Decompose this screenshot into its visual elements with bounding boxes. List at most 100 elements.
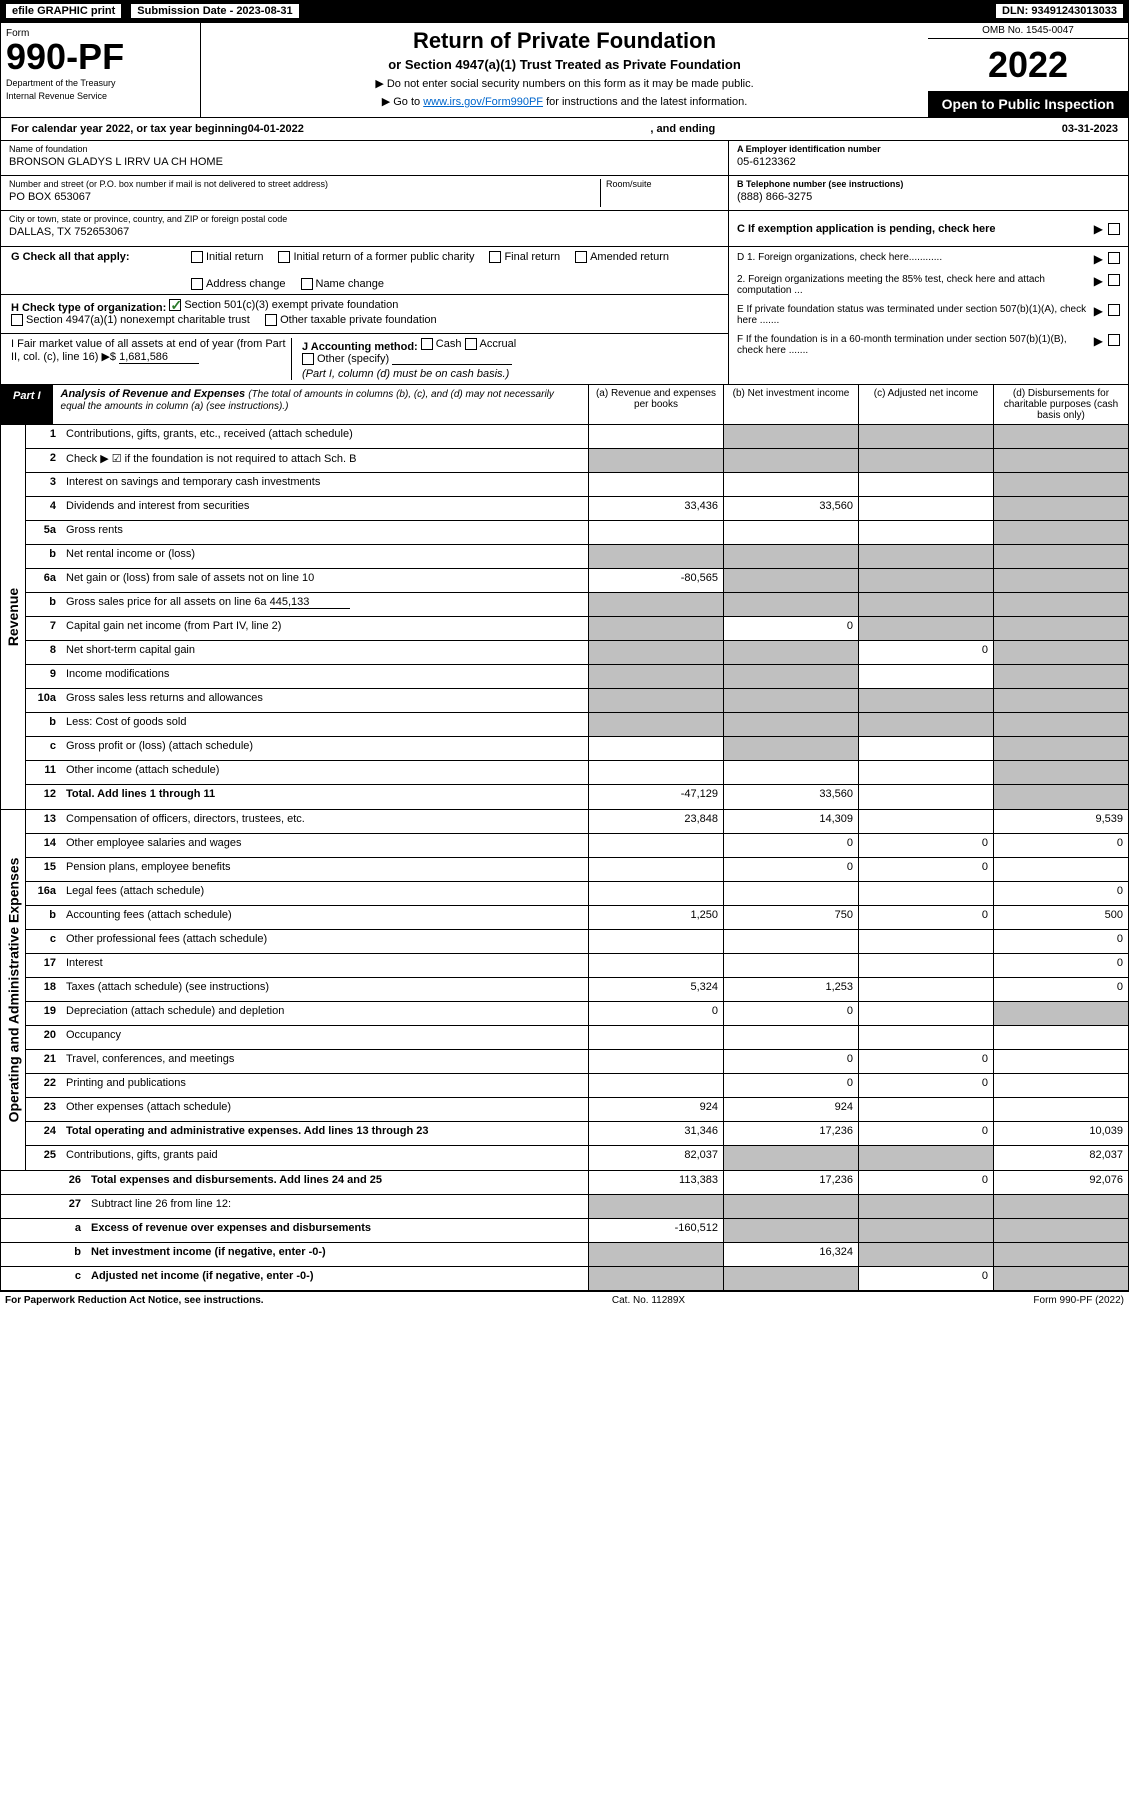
table-row: 14Other employee salaries and wages000 (26, 834, 1128, 858)
row-number: 24 (26, 1122, 61, 1145)
room-label: Room/suite (606, 179, 720, 189)
checkbox-c[interactable] (1108, 223, 1120, 235)
data-cell (993, 1074, 1128, 1097)
table-row: 7Capital gain net income (from Part IV, … (26, 617, 1128, 641)
dept-treasury: Department of the Treasury (6, 78, 195, 88)
row-number: c (26, 737, 61, 760)
data-cell (858, 1219, 993, 1242)
checkbox-accrual[interactable] (465, 338, 477, 350)
table-row: 20Occupancy (26, 1026, 1128, 1050)
arrow-icon: ▶ (1094, 222, 1103, 236)
row-description: Total operating and administrative expen… (61, 1122, 588, 1145)
row-description: Check ▶ ☑ if the foundation is not requi… (61, 449, 588, 472)
row-description: Less: Cost of goods sold (61, 713, 588, 736)
checkbox-f[interactable] (1108, 334, 1120, 346)
row-description: Total. Add lines 1 through 11 (61, 785, 588, 809)
data-cell (723, 713, 858, 736)
data-cell (858, 810, 993, 833)
data-cell (588, 665, 723, 688)
checkbox-4947[interactable] (11, 314, 23, 326)
city-label: City or town, state or province, country… (9, 214, 720, 224)
data-cell (588, 761, 723, 784)
data-cell (858, 1026, 993, 1049)
row-number: 11 (26, 761, 61, 784)
row-number: 25 (26, 1146, 61, 1170)
data-cell: -47,129 (588, 785, 723, 809)
data-cell: 0 (858, 834, 993, 857)
checkbox-g[interactable] (191, 251, 203, 263)
data-cell (588, 1074, 723, 1097)
checkbox-d2[interactable] (1108, 274, 1120, 286)
data-cell (588, 1267, 723, 1290)
table-row: 10aGross sales less returns and allowanc… (26, 689, 1128, 713)
data-cell (723, 521, 858, 544)
data-cell (858, 617, 993, 640)
checkbox-g[interactable] (575, 251, 587, 263)
form-header: Form 990-PF Department of the Treasury I… (1, 23, 1128, 118)
row-number: 19 (26, 1002, 61, 1025)
data-cell: 0 (723, 834, 858, 857)
data-cell (723, 545, 858, 568)
top-bar: efile GRAPHIC print Submission Date - 20… (0, 0, 1129, 22)
row-number: 27 (51, 1195, 86, 1218)
table-row: aExcess of revenue over expenses and dis… (1, 1219, 1128, 1243)
data-cell: 0 (858, 641, 993, 664)
data-cell (993, 1267, 1128, 1290)
row-description: Net gain or (loss) from sale of assets n… (61, 569, 588, 592)
data-cell (723, 473, 858, 496)
table-row: 15Pension plans, employee benefits00 (26, 858, 1128, 882)
row-description: Taxes (attach schedule) (see instruction… (61, 978, 588, 1001)
ein-value: 05-6123362 (737, 156, 1120, 168)
data-cell (588, 473, 723, 496)
data-cell (858, 689, 993, 712)
checkbox-other-taxable[interactable] (265, 314, 277, 326)
checkbox-cash[interactable] (421, 338, 433, 350)
open-public: Open to Public Inspection (928, 91, 1128, 117)
checkbox-e[interactable] (1108, 304, 1120, 316)
data-cell (723, 737, 858, 760)
data-cell: 0 (993, 978, 1128, 1001)
data-cell: 82,037 (588, 1146, 723, 1170)
revenue-label: Revenue (5, 588, 21, 646)
data-cell (993, 1243, 1128, 1266)
section-j-label: J Accounting method: (302, 341, 418, 353)
checkbox-g[interactable] (489, 251, 501, 263)
instruction-1: ▶ Do not enter social security numbers o… (216, 77, 913, 90)
irs-link[interactable]: www.irs.gov/Form990PF (423, 96, 543, 108)
checkbox-g[interactable] (301, 278, 313, 290)
name-label: Name of foundation (9, 144, 720, 154)
row-description: Adjusted net income (if negative, enter … (86, 1267, 588, 1290)
table-row: 11Other income (attach schedule) (26, 761, 1128, 785)
data-cell (858, 665, 993, 688)
footer-left: For Paperwork Reduction Act Notice, see … (5, 1295, 264, 1306)
data-cell: 33,560 (723, 497, 858, 520)
data-cell (858, 930, 993, 953)
data-cell (993, 1219, 1128, 1242)
checkbox-501c3[interactable] (169, 299, 181, 311)
data-cell (993, 665, 1128, 688)
checkbox-d1[interactable] (1108, 252, 1120, 264)
data-cell (723, 641, 858, 664)
data-cell (993, 425, 1128, 448)
data-cell (723, 930, 858, 953)
checkbox-other-method[interactable] (302, 353, 314, 365)
row-number: 26 (51, 1171, 86, 1194)
row-number: 9 (26, 665, 61, 688)
data-cell: 924 (723, 1098, 858, 1121)
row-number: b (51, 1243, 86, 1266)
row-number: 1 (26, 425, 61, 448)
row-description: Printing and publications (61, 1074, 588, 1097)
table-row: cAdjusted net income (if negative, enter… (1, 1267, 1128, 1291)
col-c-header: (c) Adjusted net income (858, 385, 993, 424)
section-c-label: C If exemption application is pending, c… (737, 223, 1089, 235)
row-description: Other income (attach schedule) (61, 761, 588, 784)
data-cell (858, 473, 993, 496)
data-cell (723, 1146, 858, 1170)
data-cell (723, 1219, 858, 1242)
data-cell: 0 (993, 834, 1128, 857)
calendar-year-row: For calendar year 2022, or tax year begi… (1, 118, 1128, 141)
checkbox-g[interactable] (191, 278, 203, 290)
row-description: Contributions, gifts, grants paid (61, 1146, 588, 1170)
checkbox-g[interactable] (278, 251, 290, 263)
row-description: Other employee salaries and wages (61, 834, 588, 857)
